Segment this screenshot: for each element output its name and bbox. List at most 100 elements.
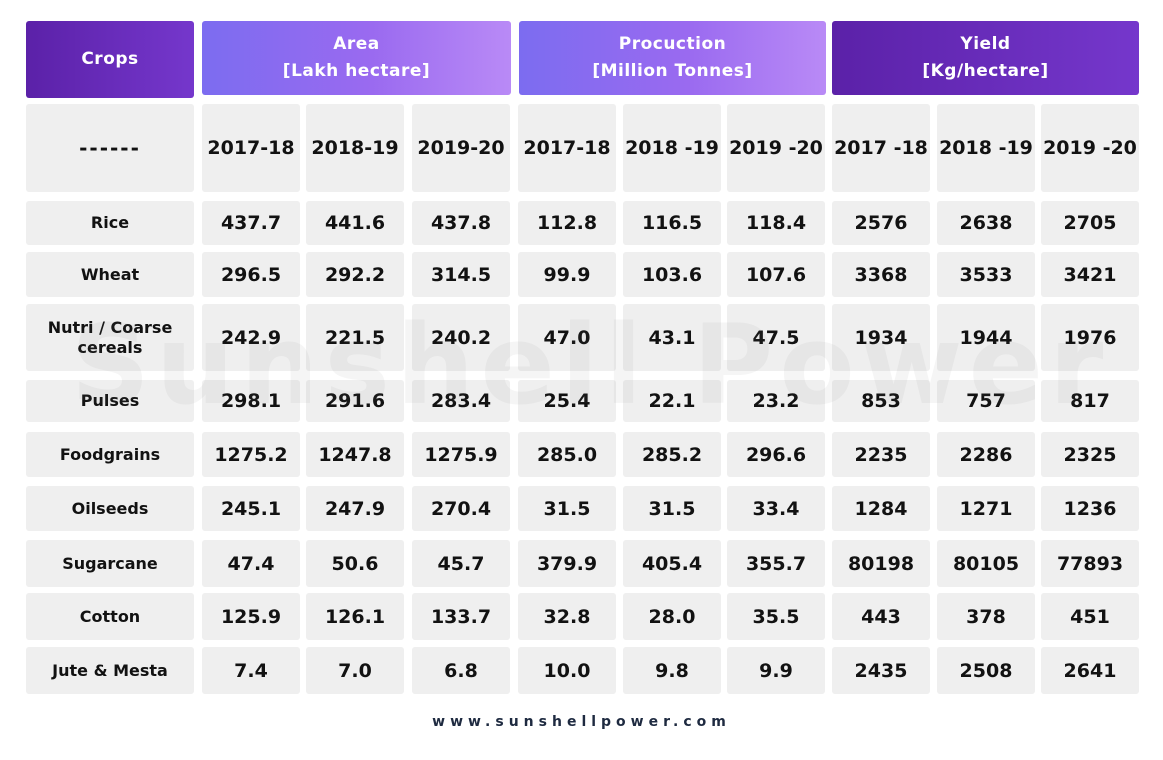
value-cell: 1275.9 xyxy=(412,432,510,477)
value-cell: 378 xyxy=(937,593,1035,640)
value-cell: 1934 xyxy=(832,304,930,371)
value-cell: 47.0 xyxy=(518,304,616,371)
header-production-title: Procuction xyxy=(618,34,727,54)
value-cell: 242.9 xyxy=(202,304,300,371)
value-cell: 291.6 xyxy=(306,380,404,422)
value-cell: 25.4 xyxy=(518,380,616,422)
header-area: Area [Lakh hectare] xyxy=(202,21,511,95)
value-cell: 112.8 xyxy=(518,201,616,245)
header-yield-title: Yield xyxy=(960,34,1011,54)
year-header-cell: 2019-20 xyxy=(412,104,510,192)
value-cell: 6.8 xyxy=(412,647,510,694)
year-header-cell: 2017 -18 xyxy=(832,104,930,192)
value-cell: 1247.8 xyxy=(306,432,404,477)
value-cell: 133.7 xyxy=(412,593,510,640)
header-area-unit: [Lakh hectare] xyxy=(282,61,431,81)
value-cell: 2638 xyxy=(937,201,1035,245)
value-cell: 2641 xyxy=(1041,647,1139,694)
header-yield: Yield [Kg/hectare] xyxy=(832,21,1139,95)
value-cell: 80105 xyxy=(937,540,1035,587)
year-header-cell: 2018 -19 xyxy=(937,104,1035,192)
value-cell: 283.4 xyxy=(412,380,510,422)
value-cell: 314.5 xyxy=(412,252,510,297)
value-cell: 1236 xyxy=(1041,486,1139,531)
value-cell: 247.9 xyxy=(306,486,404,531)
value-cell: 270.4 xyxy=(412,486,510,531)
header-yield-unit: [Kg/hectare] xyxy=(922,61,1049,81)
value-cell: 2435 xyxy=(832,647,930,694)
value-cell: 31.5 xyxy=(623,486,721,531)
header-production-unit: [Million Tonnes] xyxy=(592,61,753,81)
crop-name-cell: Wheat xyxy=(26,252,194,297)
header-crops: Crops xyxy=(26,21,194,98)
value-cell: 285.0 xyxy=(518,432,616,477)
value-cell: 80198 xyxy=(832,540,930,587)
value-cell: 1271 xyxy=(937,486,1035,531)
value-cell: 437.8 xyxy=(412,201,510,245)
value-cell: 103.6 xyxy=(623,252,721,297)
value-cell: 77893 xyxy=(1041,540,1139,587)
value-cell: 3368 xyxy=(832,252,930,297)
crop-name-cell: Pulses xyxy=(26,380,194,422)
crop-name-cell: Rice xyxy=(26,201,194,245)
crop-name-cell: Foodgrains xyxy=(26,432,194,477)
value-cell: 3533 xyxy=(937,252,1035,297)
value-cell: 245.1 xyxy=(202,486,300,531)
value-cell: 50.6 xyxy=(306,540,404,587)
value-cell: 99.9 xyxy=(518,252,616,297)
value-cell: 7.0 xyxy=(306,647,404,694)
value-cell: 116.5 xyxy=(623,201,721,245)
value-cell: 43.1 xyxy=(623,304,721,371)
value-cell: 118.4 xyxy=(727,201,825,245)
value-cell: 2325 xyxy=(1041,432,1139,477)
value-cell: 757 xyxy=(937,380,1035,422)
value-cell: 379.9 xyxy=(518,540,616,587)
year-header-cell: 2019 -20 xyxy=(1041,104,1139,192)
value-cell: 31.5 xyxy=(518,486,616,531)
year-header-cell: 2017-18 xyxy=(202,104,300,192)
value-cell: 10.0 xyxy=(518,647,616,694)
header-area-title: Area xyxy=(333,34,380,54)
footer-url: www.sunshellpower.com xyxy=(432,714,731,730)
dash-placeholder-cell: ------ xyxy=(26,104,194,192)
value-cell: 451 xyxy=(1041,593,1139,640)
year-header-cell: 2018 -19 xyxy=(623,104,721,192)
value-cell: 9.8 xyxy=(623,647,721,694)
header-production: Procuction [Million Tonnes] xyxy=(519,21,826,95)
value-cell: 9.9 xyxy=(727,647,825,694)
crop-statistics-table: Crops Area [Lakh hectare] Procuction [Mi… xyxy=(26,21,1139,694)
value-cell: 3421 xyxy=(1041,252,1139,297)
crop-name-cell: Nutri / Coarse cereals xyxy=(26,304,194,371)
value-cell: 1976 xyxy=(1041,304,1139,371)
value-cell: 125.9 xyxy=(202,593,300,640)
value-cell: 2286 xyxy=(937,432,1035,477)
value-cell: 296.6 xyxy=(727,432,825,477)
value-cell: 32.8 xyxy=(518,593,616,640)
value-cell: 2508 xyxy=(937,647,1035,694)
crop-name-cell: Jute & Mesta xyxy=(26,647,194,694)
value-cell: 292.2 xyxy=(306,252,404,297)
value-cell: 107.6 xyxy=(727,252,825,297)
value-cell: 7.4 xyxy=(202,647,300,694)
value-cell: 221.5 xyxy=(306,304,404,371)
value-cell: 437.7 xyxy=(202,201,300,245)
value-cell: 47.5 xyxy=(727,304,825,371)
value-cell: 443 xyxy=(832,593,930,640)
year-header-cell: 2017-18 xyxy=(518,104,616,192)
value-cell: 1944 xyxy=(937,304,1035,371)
value-cell: 355.7 xyxy=(727,540,825,587)
value-cell: 240.2 xyxy=(412,304,510,371)
value-cell: 2576 xyxy=(832,201,930,245)
value-cell: 35.5 xyxy=(727,593,825,640)
header-crops-label: Crops xyxy=(81,49,139,69)
value-cell: 296.5 xyxy=(202,252,300,297)
crop-name-cell: Cotton xyxy=(26,593,194,640)
value-cell: 285.2 xyxy=(623,432,721,477)
value-cell: 853 xyxy=(832,380,930,422)
year-header-cell: 2019 -20 xyxy=(727,104,825,192)
value-cell: 126.1 xyxy=(306,593,404,640)
value-cell: 45.7 xyxy=(412,540,510,587)
value-cell: 1284 xyxy=(832,486,930,531)
year-header-cell: 2018-19 xyxy=(306,104,404,192)
crop-name-cell: Sugarcane xyxy=(26,540,194,587)
